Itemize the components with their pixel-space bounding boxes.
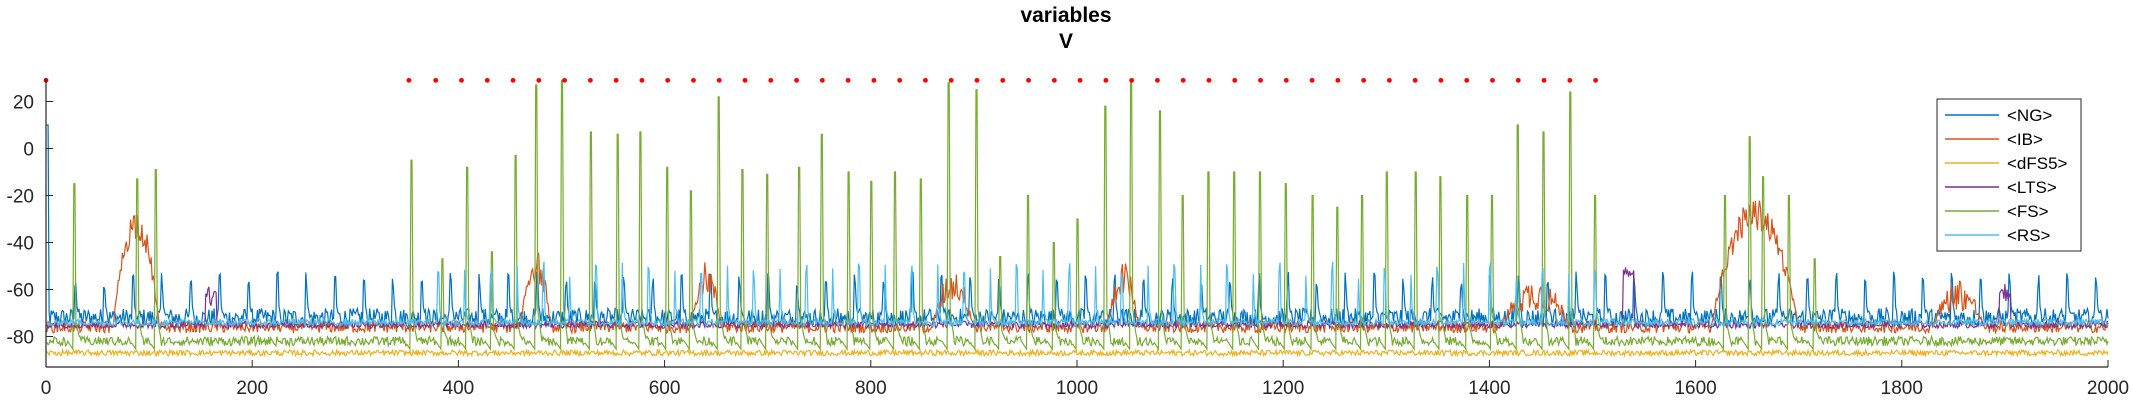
- spike-marker: [510, 77, 516, 83]
- spike-marker: [923, 77, 928, 83]
- spike-marker: [716, 77, 722, 83]
- spike-marker: [1077, 77, 1083, 83]
- spike-marker: [562, 77, 567, 83]
- spike-marker: [665, 77, 671, 83]
- spike-marker: [536, 77, 542, 83]
- series-line: [45, 261, 2109, 328]
- spike-marker: [1567, 77, 1573, 83]
- legend-label: <RS>: [2007, 226, 2051, 245]
- spike-marker: [742, 77, 748, 83]
- spike-marker: [1155, 77, 1160, 83]
- spike-marker: [639, 77, 645, 83]
- spike-marker: [1258, 77, 1263, 83]
- series-layer: [45, 79, 2109, 359]
- x-tick-label: 1800: [1881, 378, 1923, 399]
- spike-marker: [1541, 77, 1547, 83]
- spike-marker: [897, 77, 903, 83]
- spike-marker: [1026, 77, 1031, 83]
- spike-marker: [1515, 77, 1521, 83]
- spike-marker: [1232, 77, 1238, 83]
- spike-marker: [1000, 77, 1006, 83]
- legend-label: <IB>: [2007, 130, 2043, 149]
- spike-marker: [406, 77, 412, 83]
- spike-marker: [768, 77, 774, 83]
- y-tick-label: 20: [13, 92, 34, 113]
- marker-layer: [43, 77, 1598, 83]
- x-tick-label: 800: [855, 378, 887, 399]
- spike-marker: [948, 77, 954, 83]
- spike-marker: [691, 77, 696, 83]
- series-line: [45, 267, 2109, 331]
- spike-marker: [794, 77, 799, 83]
- y-tick-label: 0: [23, 139, 34, 160]
- x-tick-label: 0: [41, 378, 52, 399]
- x-tick-label: 200: [236, 378, 268, 399]
- spike-marker: [1283, 77, 1289, 83]
- chart-subtitle: V: [1059, 30, 1073, 53]
- y-tick-label: -40: [7, 233, 34, 254]
- y-tick-label: -80: [7, 327, 34, 348]
- spike-marker: [587, 77, 593, 83]
- spike-marker: [1412, 77, 1418, 83]
- spike-marker: [845, 77, 851, 83]
- series-line: [45, 347, 2109, 359]
- legend-label: <FS>: [2007, 202, 2049, 221]
- legend-box: [1936, 98, 2082, 252]
- spike-marker: [484, 77, 490, 83]
- legend-label: <LTS>: [2007, 178, 2057, 197]
- x-tick-label: 600: [649, 378, 681, 399]
- x-tick-label: 1000: [1056, 378, 1098, 399]
- spike-marker: [433, 77, 439, 83]
- legend-label: <dFS5>: [2007, 154, 2068, 173]
- series-line: [45, 79, 2109, 352]
- spike-marker: [1309, 77, 1315, 83]
- spike-marker: [1103, 77, 1109, 83]
- spike-marker: [1335, 77, 1341, 83]
- x-tick-label: 1600: [1674, 378, 1716, 399]
- y-tick-label: -20: [7, 186, 34, 207]
- spike-marker: [819, 77, 825, 83]
- x-tick-label: 1400: [1468, 378, 1510, 399]
- legend-label: <NG>: [2007, 106, 2052, 125]
- spike-marker: [1593, 77, 1598, 83]
- spike-marker: [1206, 77, 1212, 83]
- spike-marker: [1386, 77, 1392, 83]
- spike-marker: [1180, 77, 1186, 83]
- spike-marker: [1490, 77, 1495, 83]
- spike-marker: [1438, 77, 1444, 83]
- plot-area: 0 200 400 600 800 1000 1200 1400 1600 1800 2000200…: [7, 77, 2129, 399]
- spike-marker: [1361, 77, 1367, 83]
- x-tick-label: 400: [443, 378, 475, 399]
- spike-marker: [613, 77, 619, 83]
- x-tick-label: 1200: [1262, 378, 1304, 399]
- spike-marker: [871, 77, 877, 83]
- legend: <NG> <IB> <dFS5> <LTS> <FS> <RS>: [1936, 98, 2082, 252]
- y-tick-label: -60: [7, 280, 34, 301]
- spike-marker: [1464, 77, 1470, 83]
- chart-title: variables: [1020, 4, 1111, 27]
- spike-marker: [974, 77, 980, 83]
- axes-layer: 0 200 400 600 800 1000 1200 1400 1600 1800 2000200…: [7, 78, 2129, 399]
- spike-marker: [1051, 77, 1057, 83]
- spike-marker: [1129, 77, 1135, 83]
- spike-marker: [459, 77, 464, 83]
- x-tick-label: 2000: [2087, 378, 2129, 399]
